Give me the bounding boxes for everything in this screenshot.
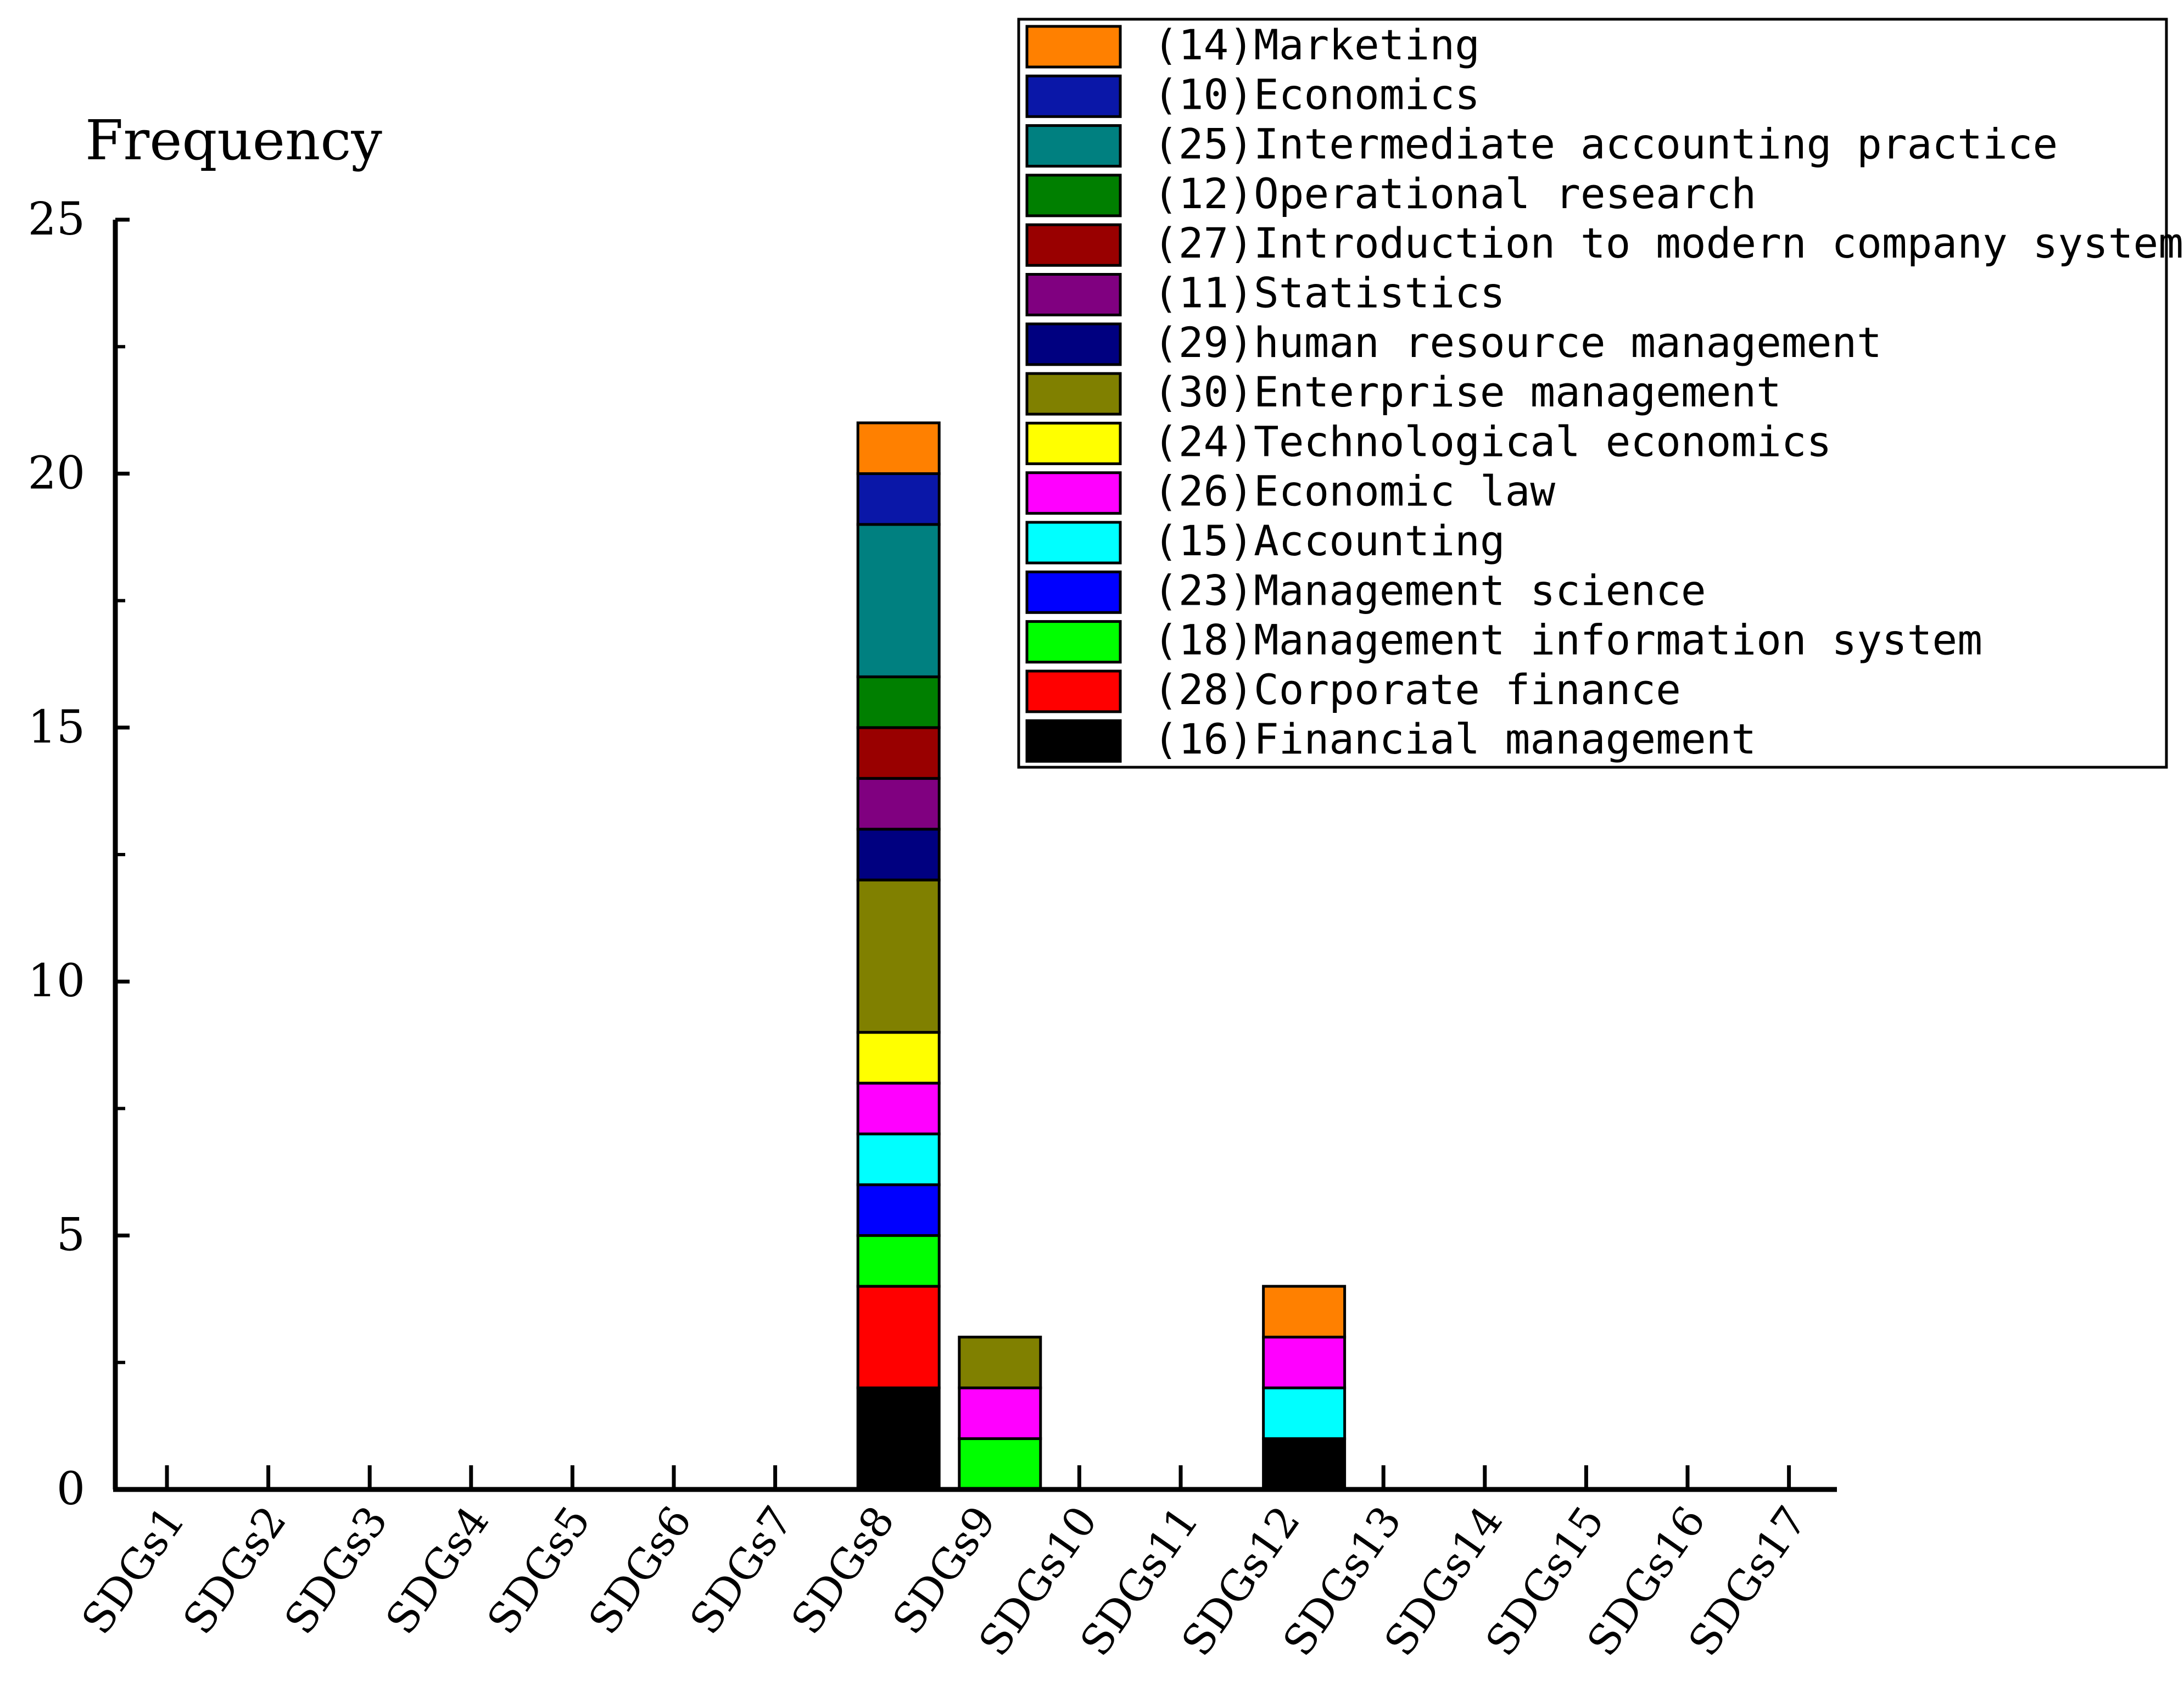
x-tick-label: SDGs3 [275, 1497, 397, 1643]
y-tick-label: 10 [28, 955, 85, 1007]
bar-segment [856, 675, 941, 729]
bar-segment [1262, 1386, 1347, 1441]
legend-label: (15)Accounting [1153, 516, 1505, 565]
legend-swatch [1025, 322, 1122, 366]
x-tick-label: SDGs4 [376, 1497, 499, 1643]
legend-swatch [1025, 124, 1122, 168]
legend-swatch [1025, 521, 1122, 565]
legend-swatch [1025, 669, 1122, 713]
bar-segment [856, 726, 941, 780]
y-axis-ticks: 0 5 10 15 20 25 [28, 193, 130, 1515]
x-axis-ticks: SDGs1SDGs2SDGs3SDGs4SDGs5SDGs6SDGs7SDGs8… [72, 1465, 1816, 1665]
legend-swatch [1025, 223, 1122, 267]
legend-swatch [1025, 570, 1122, 614]
bar-segment [1262, 1437, 1347, 1491]
x-tick-label: SDGs7 [680, 1497, 803, 1643]
legend-swatch [1025, 471, 1122, 515]
bar-segment [856, 1031, 941, 1085]
bar-segment [856, 523, 941, 678]
bar-segment [856, 828, 941, 881]
x-tick-label: SDGs6 [579, 1497, 701, 1643]
bar-segment [856, 421, 941, 475]
y-tick-label: 5 [57, 1209, 85, 1262]
bar-segment [958, 1336, 1042, 1389]
bar-segment [958, 1437, 1042, 1491]
legend-label: (11)Statistics [1153, 269, 1505, 317]
bar-segment [1262, 1285, 1347, 1339]
bars [856, 421, 1347, 1491]
legend: (14)Marketing(10)Economics(25)Intermedia… [1017, 18, 2183, 769]
x-tick-label: SDGs1 [72, 1497, 194, 1643]
legend-label: (23)Management science [1153, 566, 1706, 615]
legend-swatch [1025, 273, 1122, 316]
bar-segment [856, 1132, 941, 1186]
legend-swatch [1025, 620, 1122, 664]
bar-segment [856, 472, 941, 526]
legend-label: (16)Financial management [1153, 715, 1756, 763]
x-tick-label: SDGs5 [477, 1497, 600, 1643]
legend-label: (28)Corporate finance [1153, 665, 1681, 714]
legend-label: (10)Economics [1153, 70, 1480, 119]
y-axis-label: Frequency [85, 108, 382, 172]
bar-segment [1262, 1336, 1347, 1389]
y-tick-label: 0 [57, 1463, 85, 1515]
bar-segment [856, 1285, 941, 1389]
legend-label: (18)Management information system [1153, 616, 1982, 665]
y-tick-label: 20 [28, 447, 85, 499]
legend-label: (30)Enterprise management [1153, 367, 1781, 416]
legend-label: (12)Operational research [1153, 169, 1756, 218]
legend-box [1017, 18, 2168, 769]
legend-label: (29)human resource management [1153, 318, 1882, 367]
legend-swatch [1025, 372, 1122, 416]
bar-segment [856, 1234, 941, 1288]
legend-swatch [1025, 174, 1122, 217]
legend-label: (14)Marketing [1153, 20, 1480, 69]
y-tick-label: 15 [28, 701, 85, 754]
legend-swatch [1025, 74, 1122, 118]
bar-segment [958, 1386, 1042, 1441]
bar-segment [856, 1081, 941, 1136]
axes [113, 220, 1837, 1492]
bar-segment [856, 1386, 941, 1491]
x-tick-label: SDGs2 [174, 1497, 296, 1643]
legend-swatch [1025, 719, 1122, 763]
bar-segment [856, 878, 941, 1034]
legend-label: (27)Introduction to modern company syste… [1153, 219, 2183, 267]
legend-swatch [1025, 421, 1122, 465]
y-tick-label: 25 [28, 193, 85, 245]
bar-segment [856, 777, 941, 831]
legend-label: (26)Economic law [1153, 467, 1555, 516]
bar-segment [856, 1183, 941, 1237]
legend-swatch [1025, 25, 1122, 69]
legend-label: (25)Intermediate accounting practice [1153, 120, 2058, 169]
x-tick-label: SDGs8 [781, 1497, 904, 1643]
legend-label: (24)Technological economics [1153, 417, 1831, 466]
